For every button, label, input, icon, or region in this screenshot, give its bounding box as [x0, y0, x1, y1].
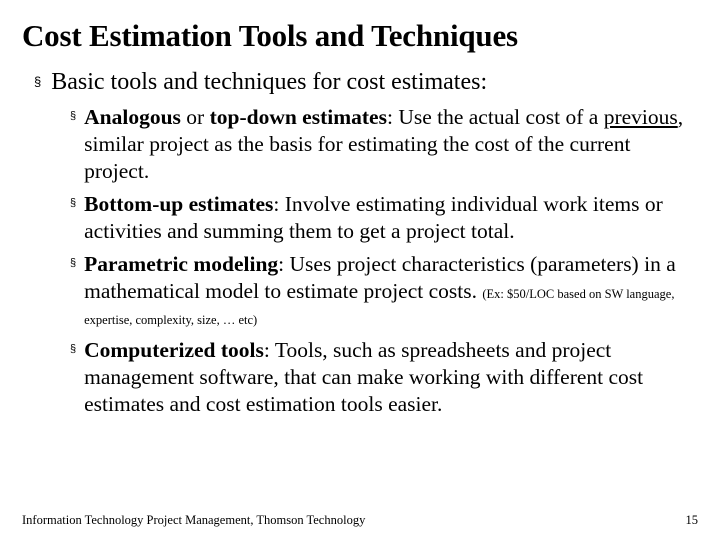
lead-mid: or [181, 105, 210, 129]
inner-list: § Analogous or top-down estimates: Use t… [22, 104, 698, 418]
item-text-analogous: Analogous or top-down estimates: Use the… [84, 104, 698, 185]
list-item: § Parametric modeling: Uses project char… [70, 251, 698, 332]
lead-term: Parametric modeling [84, 252, 278, 276]
outer-list: § Basic tools and techniques for cost es… [22, 68, 698, 96]
list-item: § Analogous or top-down estimates: Use t… [70, 104, 698, 185]
list-item: § Computerized tools: Tools, such as spr… [70, 337, 698, 418]
item-text-computerized: Computerized tools: Tools, such as sprea… [84, 337, 698, 418]
bullet-icon: § [34, 74, 41, 96]
lead-term: Computerized tools [84, 338, 264, 362]
footer-citation: Information Technology Project Managemen… [22, 513, 365, 528]
slide-title: Cost Estimation Tools and Techniques [22, 18, 698, 54]
lead-term: Analogous [84, 105, 181, 129]
bullet-icon: § [70, 197, 76, 245]
bullet-icon: § [70, 110, 76, 185]
item-text-bottomup: Bottom-up estimates: Involve estimating … [84, 191, 698, 245]
item-text-parametric: Parametric modeling: Uses project charac… [84, 251, 698, 332]
underlined-word: previous [604, 105, 678, 129]
intro-item: § Basic tools and techniques for cost es… [34, 68, 698, 96]
intro-text: Basic tools and techniques for cost esti… [51, 68, 487, 96]
lead-term: top-down estimates [210, 105, 387, 129]
body-text: : Use the actual cost of a [387, 105, 604, 129]
list-item: § Bottom-up estimates: Involve estimatin… [70, 191, 698, 245]
bullet-icon: § [70, 257, 76, 332]
bullet-icon: § [70, 343, 76, 418]
page-number: 15 [686, 513, 699, 528]
lead-term: Bottom-up estimates [84, 192, 273, 216]
